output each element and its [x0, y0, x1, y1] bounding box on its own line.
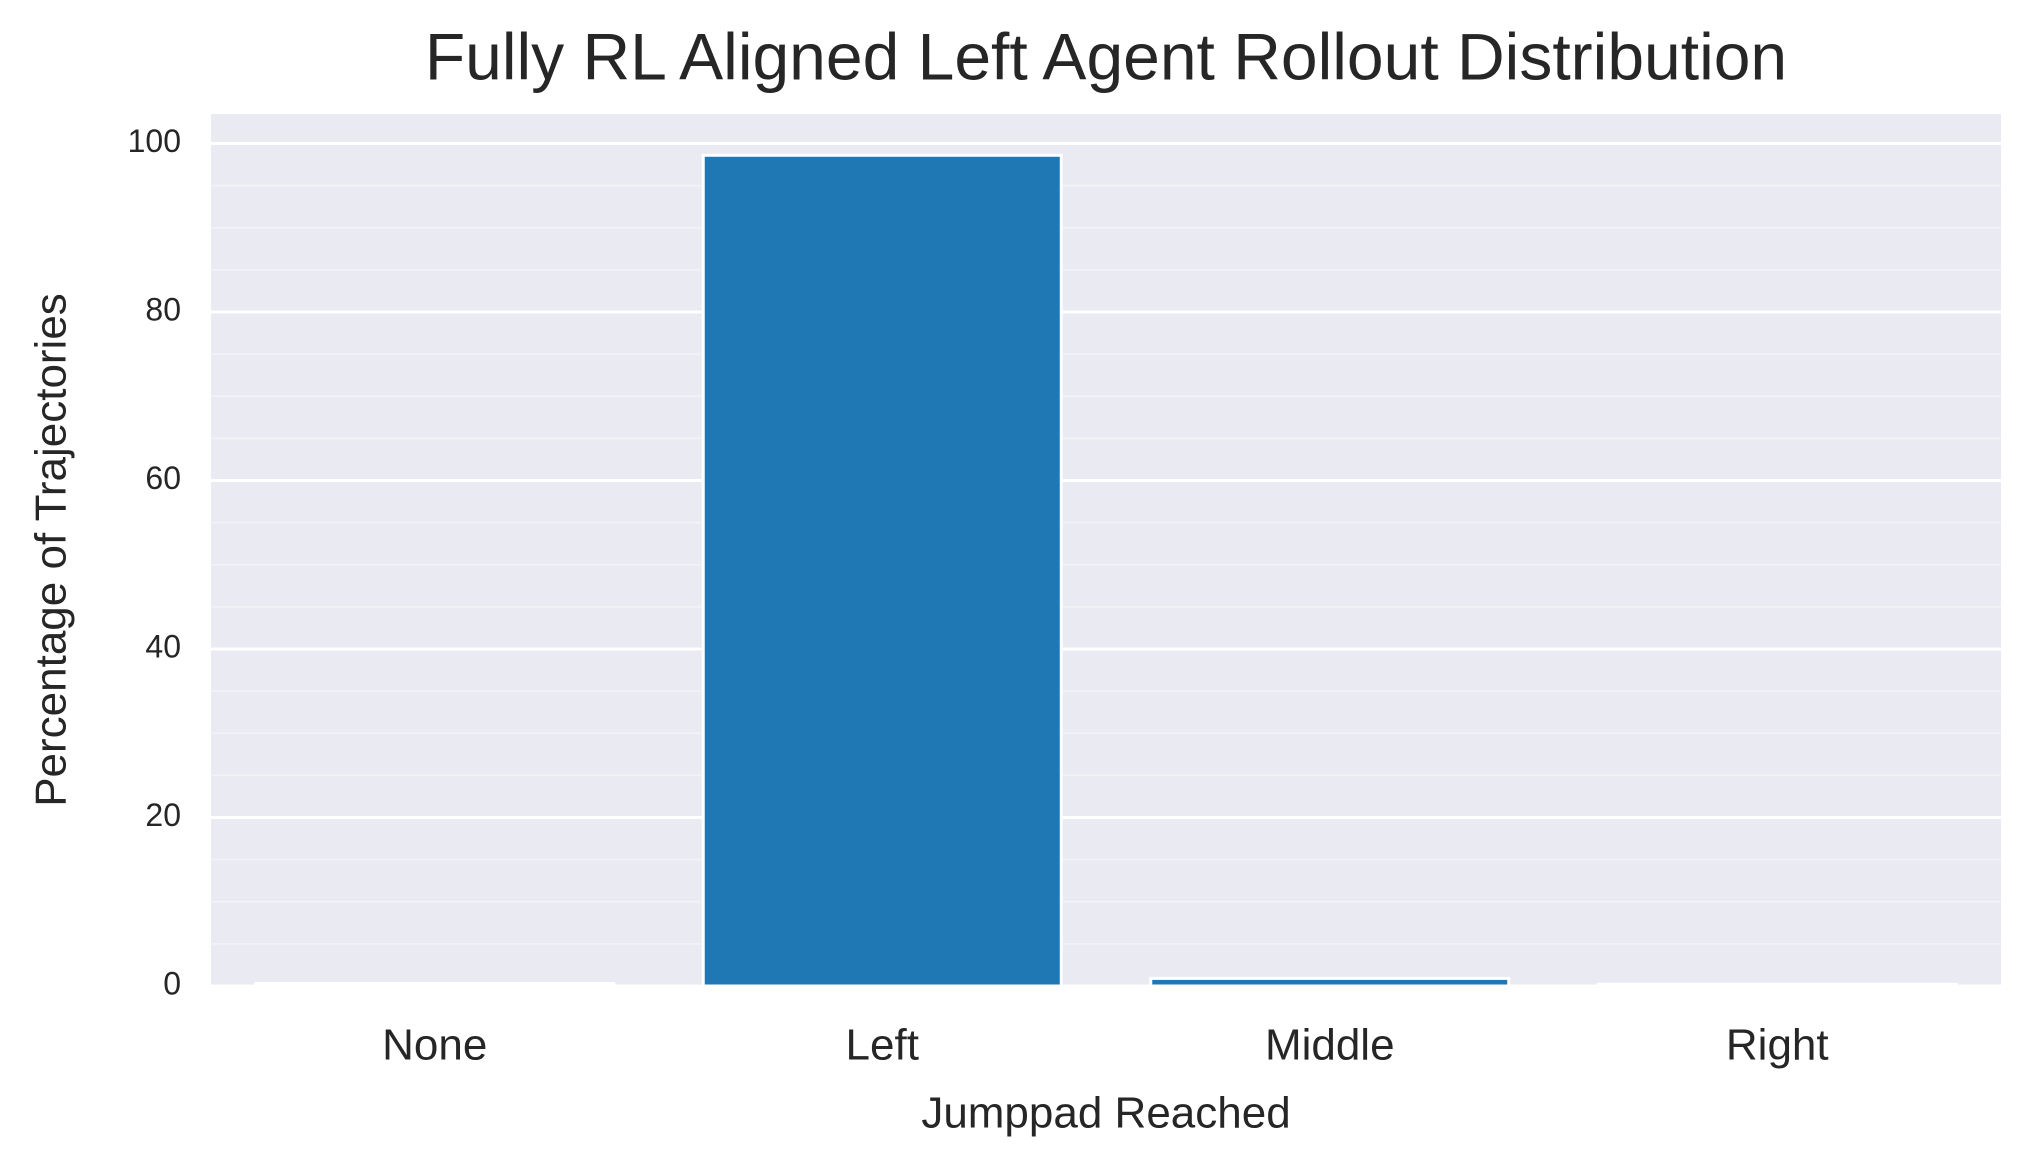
y-tick-label: 100 — [128, 123, 181, 159]
bar — [1149, 976, 1511, 988]
chart-title: Fully RL Aligned Left Agent Rollout Dist… — [425, 19, 1787, 93]
y-tick-label: 20 — [145, 797, 181, 833]
y-axis-label: Percentage of Trajectories — [27, 293, 76, 807]
y-tick-label: 40 — [145, 628, 181, 664]
x-tick-label: Right — [1726, 1021, 1829, 1070]
x-tick-label: Left — [846, 1021, 919, 1070]
bar — [254, 981, 616, 988]
x-axis-label: Jumppad Reached — [921, 1089, 1290, 1138]
bar — [701, 153, 1063, 988]
plot-background — [211, 114, 2001, 986]
x-tick-label: None — [382, 1021, 487, 1070]
y-tick-label: 60 — [145, 460, 181, 496]
y-tick-label: 80 — [145, 291, 181, 327]
bar — [1596, 982, 1958, 988]
x-tick-label: Middle — [1265, 1021, 1395, 1070]
y-tick-label: 0 — [163, 965, 181, 1001]
